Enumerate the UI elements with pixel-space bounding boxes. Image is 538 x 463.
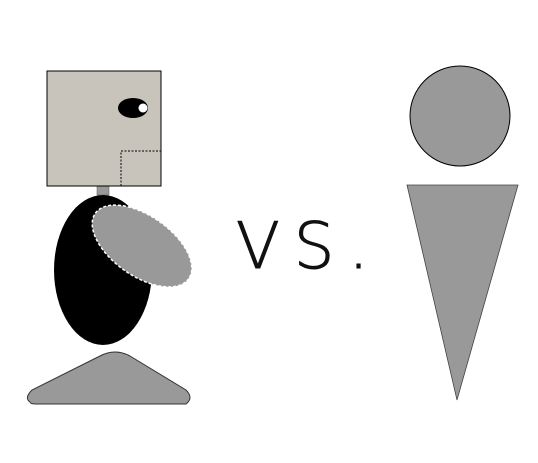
eye-highlight bbox=[138, 103, 148, 113]
head-corner bbox=[120, 150, 161, 186]
person-figure bbox=[406, 65, 519, 401]
eye bbox=[118, 98, 148, 118]
head bbox=[46, 70, 162, 187]
person-head bbox=[409, 65, 511, 167]
person-body bbox=[406, 184, 519, 401]
base bbox=[26, 351, 191, 405]
vs-caption: VS. bbox=[236, 210, 383, 284]
robot-figure bbox=[26, 70, 193, 405]
arm bbox=[91, 204, 193, 288]
